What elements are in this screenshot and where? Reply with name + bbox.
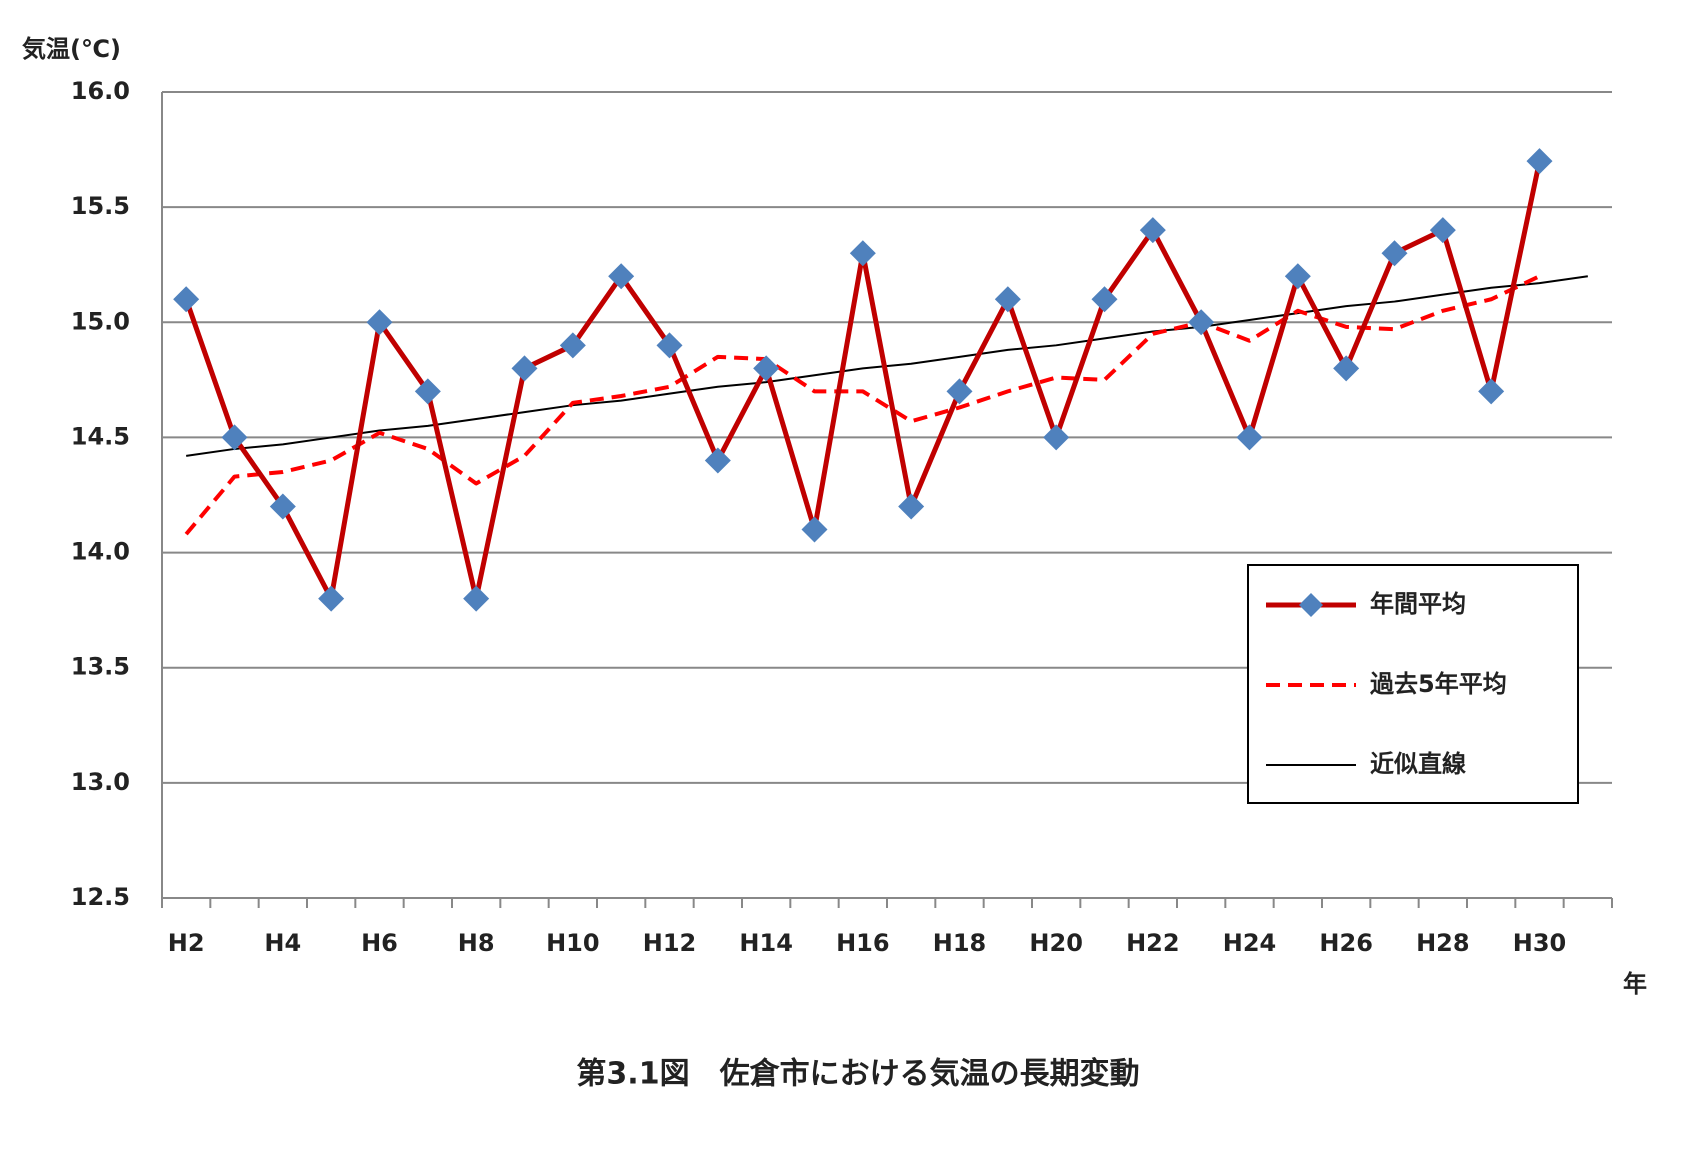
marker (1381, 240, 1408, 267)
x-tick-label: H30 (1513, 929, 1566, 957)
y-tick-label: 14.5 (71, 422, 130, 450)
marker (704, 447, 731, 474)
marker (946, 378, 973, 405)
series-line (183, 160, 1542, 602)
x-tick-label: H20 (1029, 929, 1082, 957)
x-tick-label: H12 (643, 929, 696, 957)
marker (849, 240, 876, 267)
marker (1139, 217, 1166, 244)
marker (1429, 217, 1456, 244)
caption: 第3.1図 佐倉市における気温の長期変動 (576, 1057, 1139, 1092)
marker (1284, 263, 1311, 290)
x-tick-label: H26 (1319, 929, 1372, 957)
y-tick-label: 13.0 (71, 768, 130, 796)
y-tick-label: 12.5 (71, 883, 130, 911)
marker (414, 378, 441, 405)
x-tick-label: H6 (361, 929, 398, 957)
x-tick-label: H16 (836, 929, 889, 957)
legend-marker (1299, 593, 1323, 617)
marker (173, 286, 200, 313)
legend-label: 年間平均 (1370, 590, 1466, 618)
y-tick-label: 16.0 (71, 77, 130, 105)
marker (511, 355, 538, 382)
x-tick-label: H4 (264, 929, 301, 957)
y-tick-label: 15.0 (71, 307, 130, 335)
series-line (186, 275, 1588, 457)
x-tick-label: H28 (1416, 929, 1469, 957)
x-tick-label: H18 (933, 929, 986, 957)
y-axis-label: 気温(℃) (22, 35, 121, 63)
marker (1478, 378, 1505, 405)
x-tick-label: H24 (1223, 929, 1276, 957)
x-tick-label: H22 (1126, 929, 1179, 957)
marker (1333, 355, 1360, 382)
legend-label: 近似直線 (1370, 750, 1466, 778)
marker (1043, 424, 1070, 451)
y-tick-label: 14.0 (71, 538, 130, 566)
marker (559, 332, 586, 359)
marker (1526, 148, 1553, 175)
marker (753, 355, 780, 382)
y-tick-label: 13.5 (71, 653, 130, 681)
legend-label: 過去5年平均 (1370, 670, 1507, 698)
x-tick-label: H14 (739, 929, 792, 957)
x-axis-label: 年 (1623, 970, 1647, 998)
marker (318, 585, 345, 612)
marker (656, 332, 683, 359)
marker (221, 424, 248, 451)
marker (1236, 424, 1263, 451)
marker (801, 516, 828, 543)
marker (269, 493, 296, 520)
x-tick-label: H2 (168, 929, 205, 957)
marker (898, 493, 925, 520)
x-tick-label: H8 (458, 929, 495, 957)
marker (463, 585, 490, 612)
x-tick-label: H10 (546, 929, 599, 957)
marker (608, 263, 635, 290)
marker (1188, 309, 1215, 336)
y-tick-label: 15.5 (71, 192, 130, 220)
marker (366, 309, 393, 336)
series-line (184, 274, 1541, 536)
marker (1091, 286, 1118, 313)
marker (994, 286, 1021, 313)
